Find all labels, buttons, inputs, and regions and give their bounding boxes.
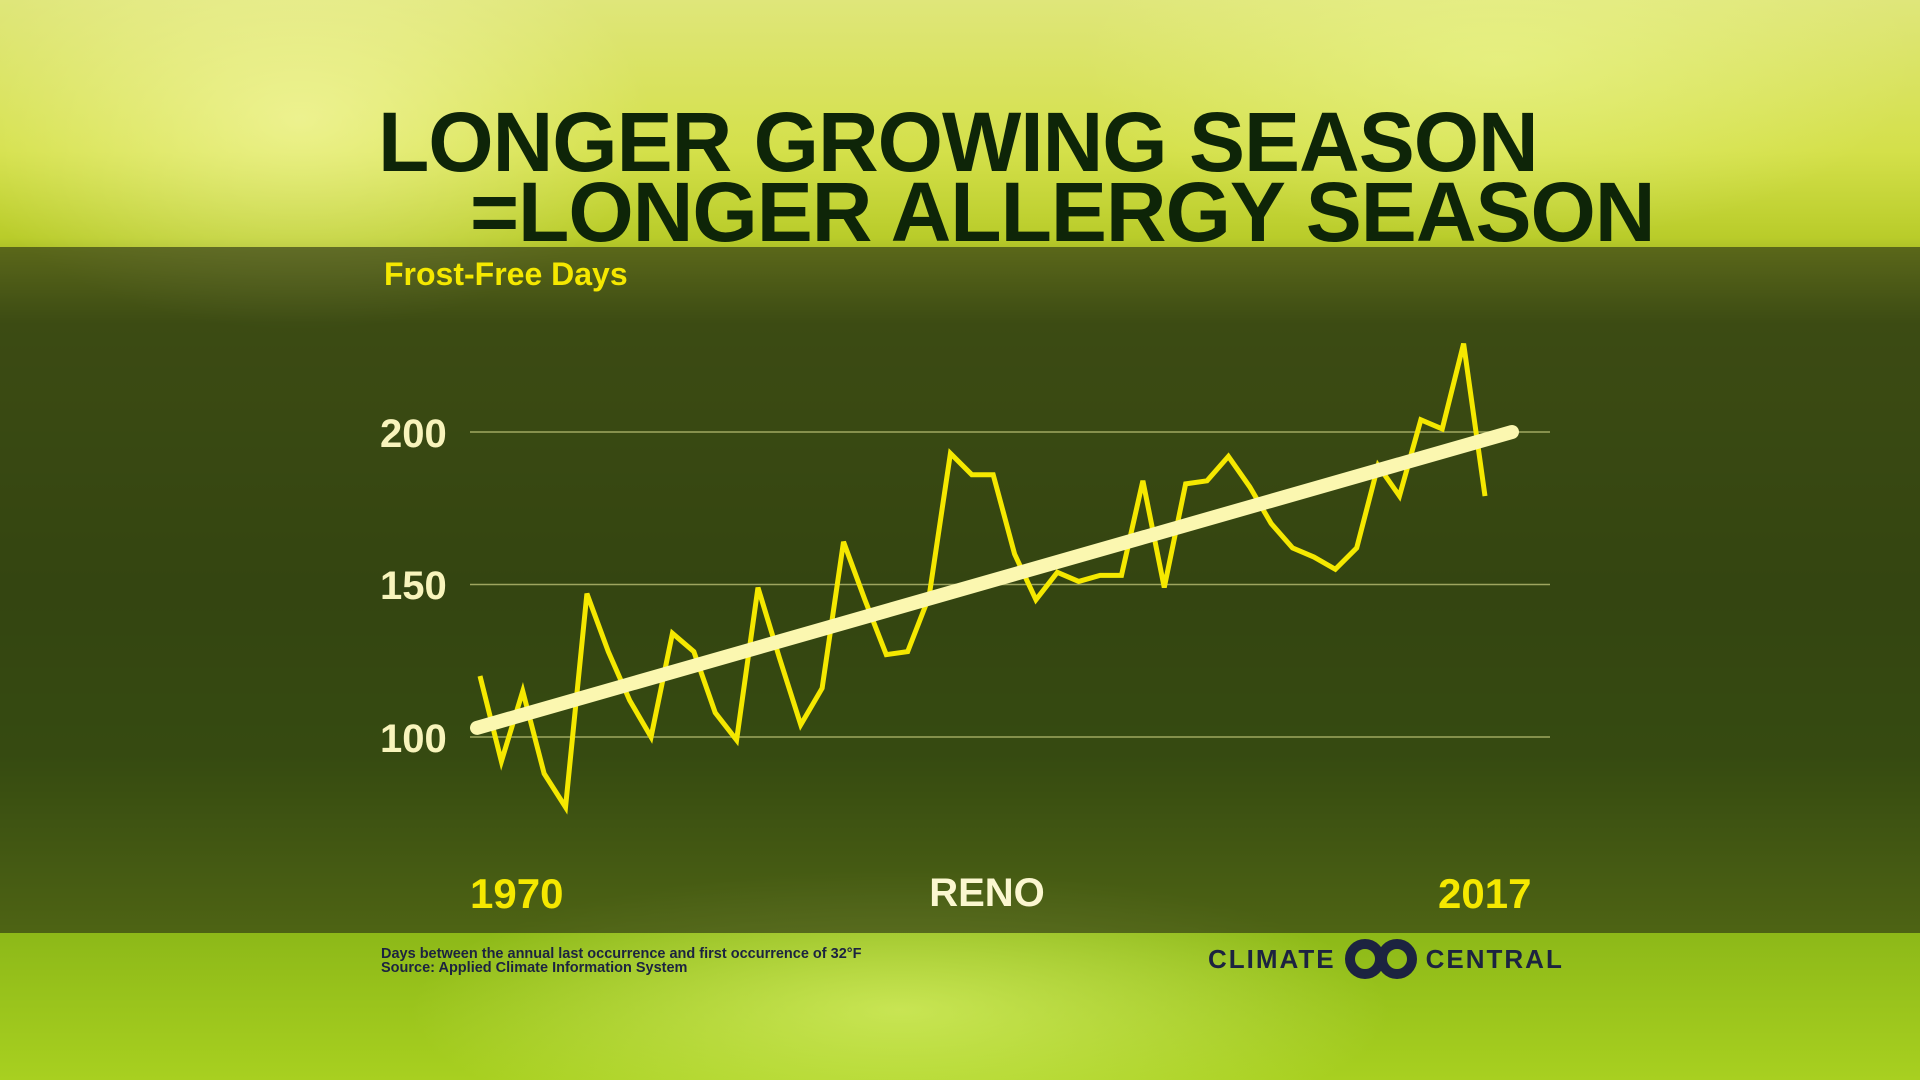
title-line-2: =LONGER ALLERGY SEASON xyxy=(470,165,1656,259)
y-tick-label-100: 100 xyxy=(380,717,447,761)
y-tick-label-150: 150 xyxy=(380,564,447,608)
logo-text-left: CLIMATE xyxy=(1208,943,1336,974)
x-tick-label-end: 2017 xyxy=(1438,870,1532,917)
x-tick-label-start: 1970 xyxy=(470,870,564,917)
logo-text-right: CENTRAL xyxy=(1425,943,1564,974)
frost-free-days-line xyxy=(477,342,1488,815)
chart-title: Frost-Free Days xyxy=(384,256,628,292)
climate-central-logo[interactable]: CLIMATE CENTRAL xyxy=(1208,938,1564,980)
footer-notes: Days between the annual last occurrence … xyxy=(381,946,862,976)
y-tick-label-200: 200 xyxy=(380,412,447,456)
logo-rings-icon xyxy=(1344,939,1417,979)
title-line-1: LONGER GROWING SEASON xyxy=(378,95,1539,189)
footer-source: Source: Applied Climate Information Syst… xyxy=(381,960,688,976)
footer-note: Days between the annual last occurrence … xyxy=(381,946,862,962)
location-label: RENO xyxy=(929,871,1045,915)
trend-line xyxy=(470,425,1519,735)
